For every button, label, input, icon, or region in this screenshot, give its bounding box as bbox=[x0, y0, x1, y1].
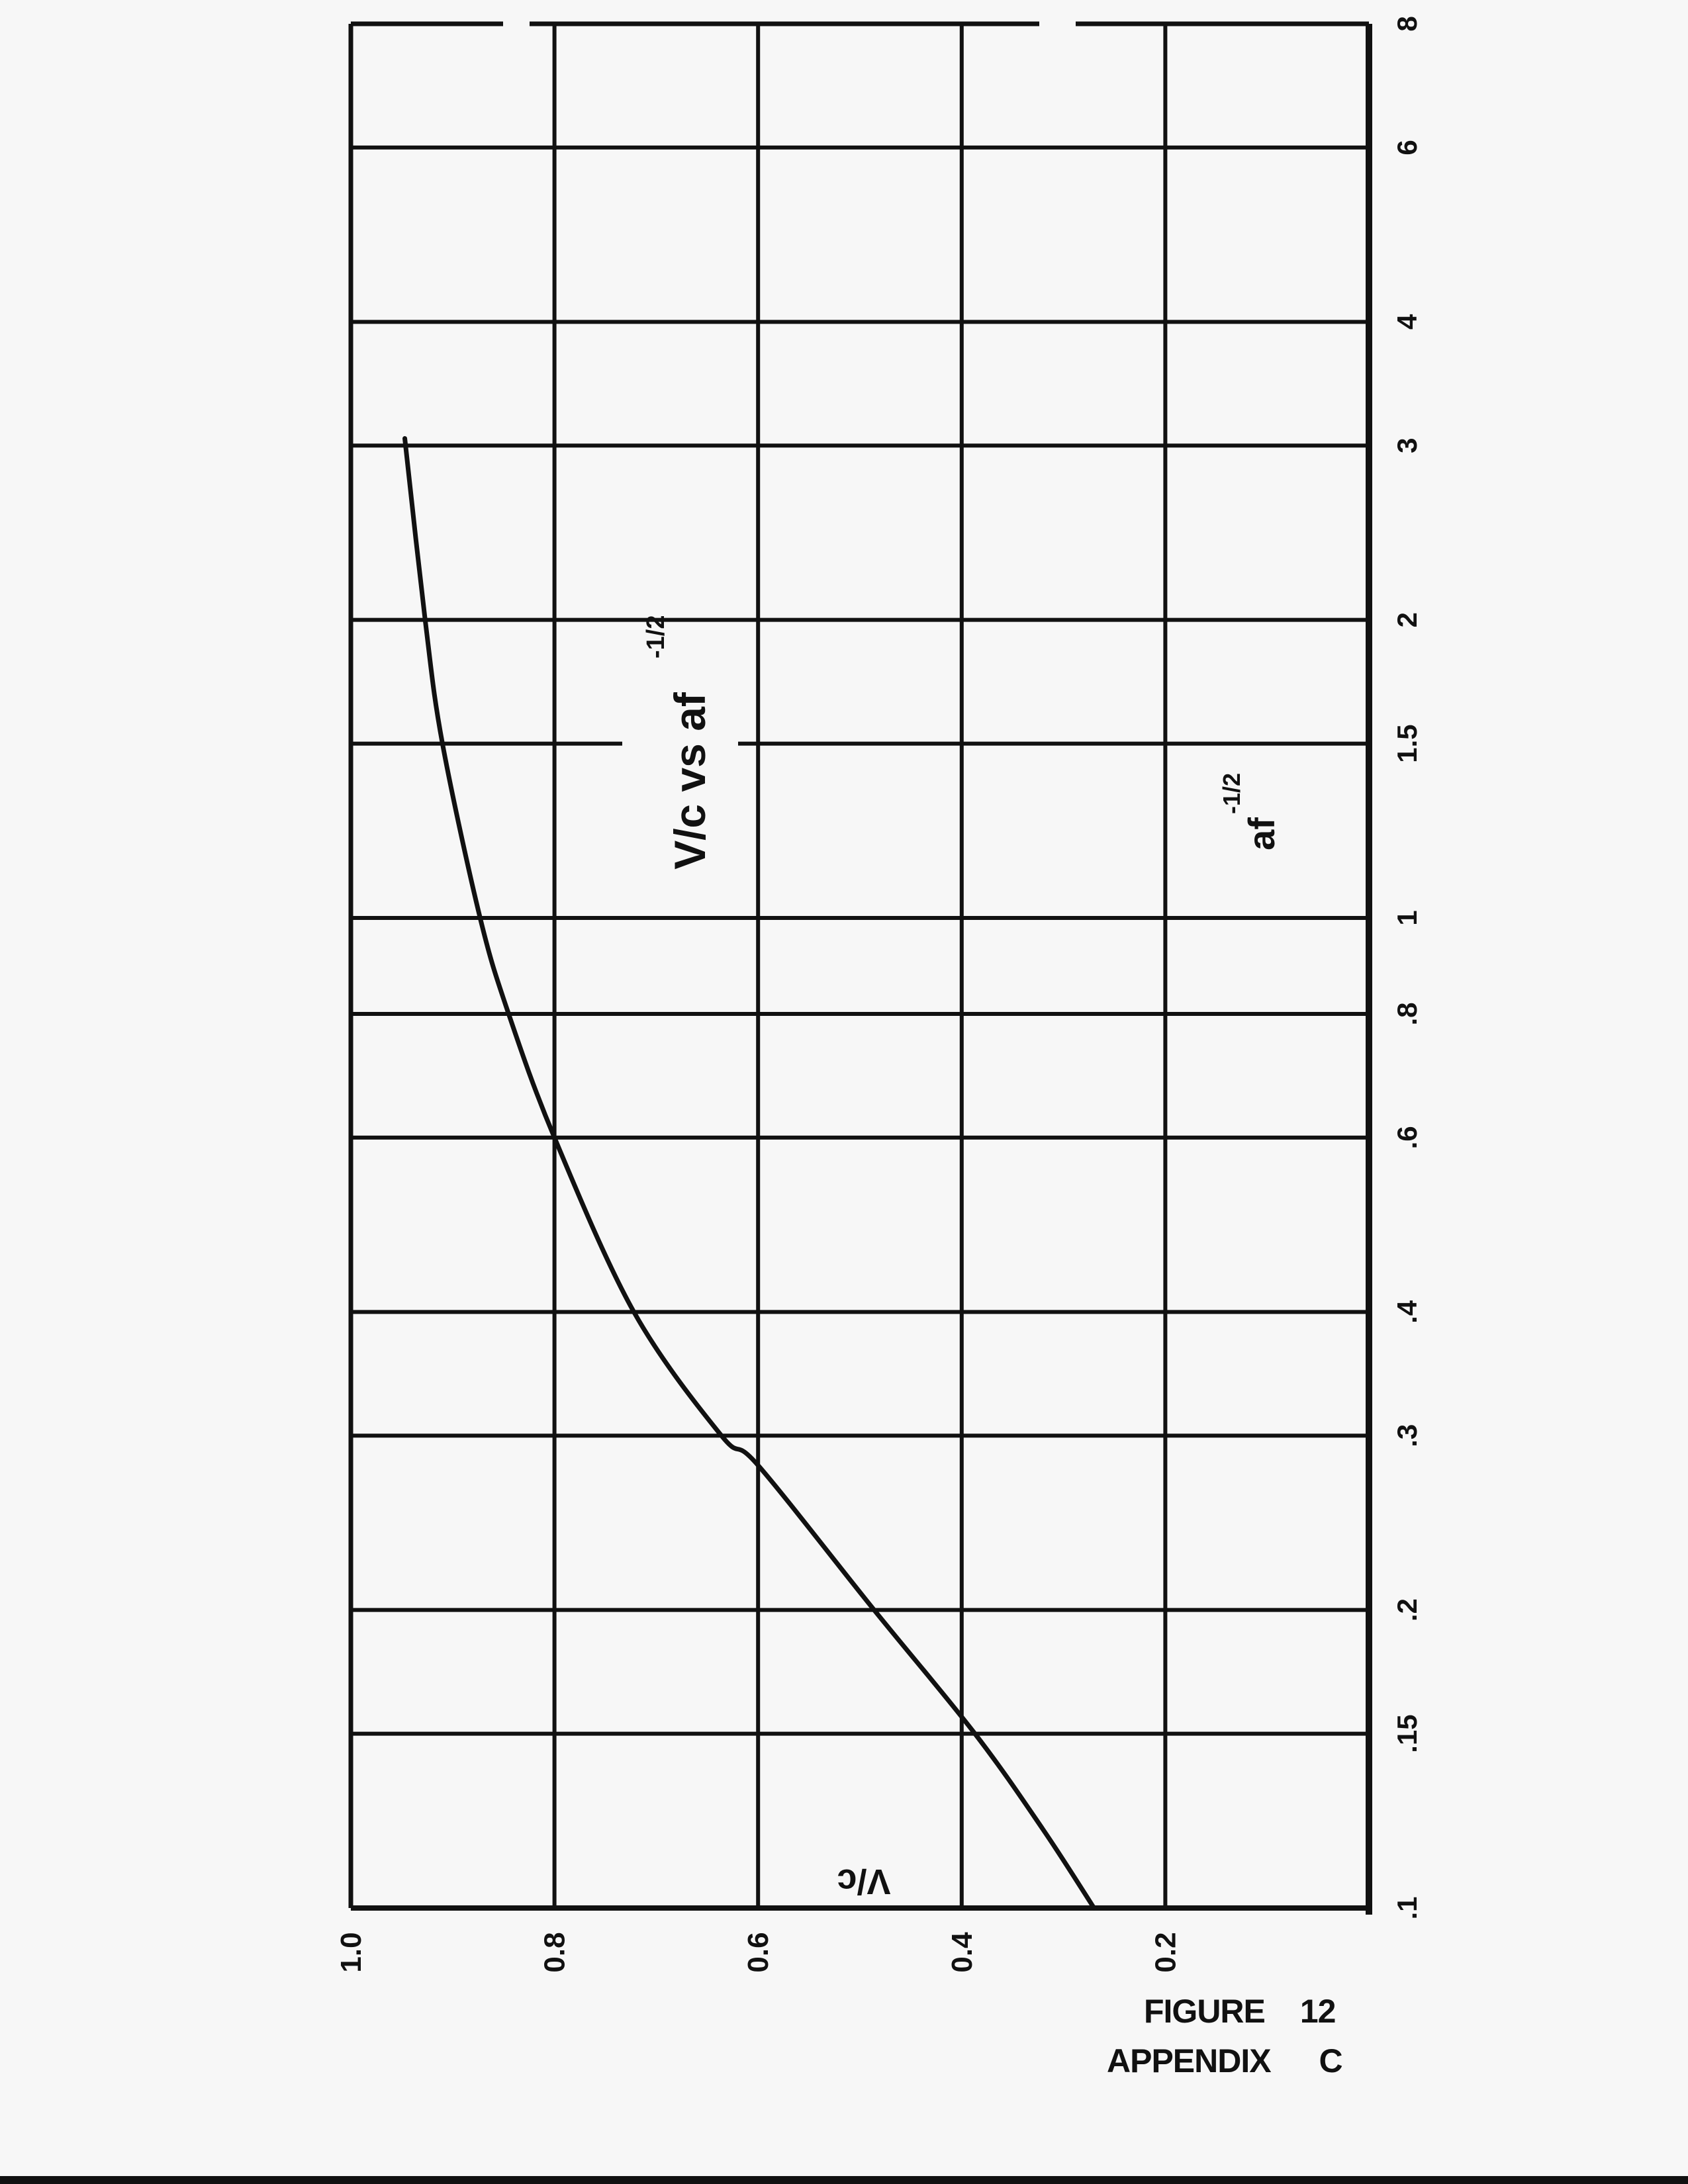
tick-labels: .1 .15 .2 .3 .4 .6 .8 1 1.5 2 3 4 6 8 1.0 0.8 0.6 0.4 0.2 bbox=[335, 16, 1423, 1972]
series-line bbox=[402, 436, 1097, 1911]
x-tick-label: 2 bbox=[1391, 612, 1423, 627]
x-tick-label: .15 bbox=[1391, 1714, 1423, 1752]
y-tick-label: 1.0 bbox=[335, 1932, 367, 1972]
figure-caption: FIGURE 12 bbox=[1144, 1992, 1336, 2030]
y-axis-label: V/c bbox=[837, 1862, 890, 1901]
appendix-caption: APPENDIX C bbox=[1107, 2042, 1343, 2080]
x-tick-label: .2 bbox=[1391, 1598, 1423, 1621]
chart-title-exponent: -1/2 bbox=[642, 615, 670, 659]
x-tick-label: 4 bbox=[1391, 314, 1423, 330]
y-tick-label: 0.8 bbox=[539, 1932, 571, 1972]
chart-title: V/c vs af -1/2 bbox=[642, 615, 714, 870]
appendix-label: APPENDIX bbox=[1107, 2042, 1272, 2079]
x-tick-label: 3 bbox=[1391, 438, 1423, 453]
x-axis-label-exponent: -1/2 bbox=[1218, 773, 1245, 814]
x-axis-label-text: af bbox=[1241, 817, 1282, 850]
x-tick-label: .8 bbox=[1391, 1002, 1423, 1025]
y-tick-label: 0.2 bbox=[1149, 1932, 1182, 1972]
x-axis-label: af -1/2 bbox=[1218, 773, 1282, 850]
x-tick-label: .3 bbox=[1391, 1424, 1423, 1447]
x-tick-label: 6 bbox=[1391, 140, 1423, 155]
y-tick-label: 0.4 bbox=[946, 1932, 978, 1973]
grid bbox=[348, 21, 1372, 1915]
x-tick-label: 8 bbox=[1391, 16, 1423, 31]
x-tick-label: .4 bbox=[1391, 1300, 1423, 1324]
y-tick-label: 0.6 bbox=[742, 1932, 774, 1972]
x-tick-label: 1.5 bbox=[1391, 724, 1423, 762]
chart-title-text: V/c vs af bbox=[665, 692, 714, 870]
figure-label: FIGURE bbox=[1144, 1993, 1266, 2030]
appendix-letter: C bbox=[1319, 2042, 1343, 2079]
x-tick-label: .1 bbox=[1391, 1896, 1423, 1919]
x-tick-label: 1 bbox=[1391, 910, 1423, 925]
figure-number: 12 bbox=[1299, 1993, 1336, 2030]
x-tick-label: .6 bbox=[1391, 1126, 1423, 1149]
page-bottom-edge bbox=[0, 2176, 1688, 2184]
